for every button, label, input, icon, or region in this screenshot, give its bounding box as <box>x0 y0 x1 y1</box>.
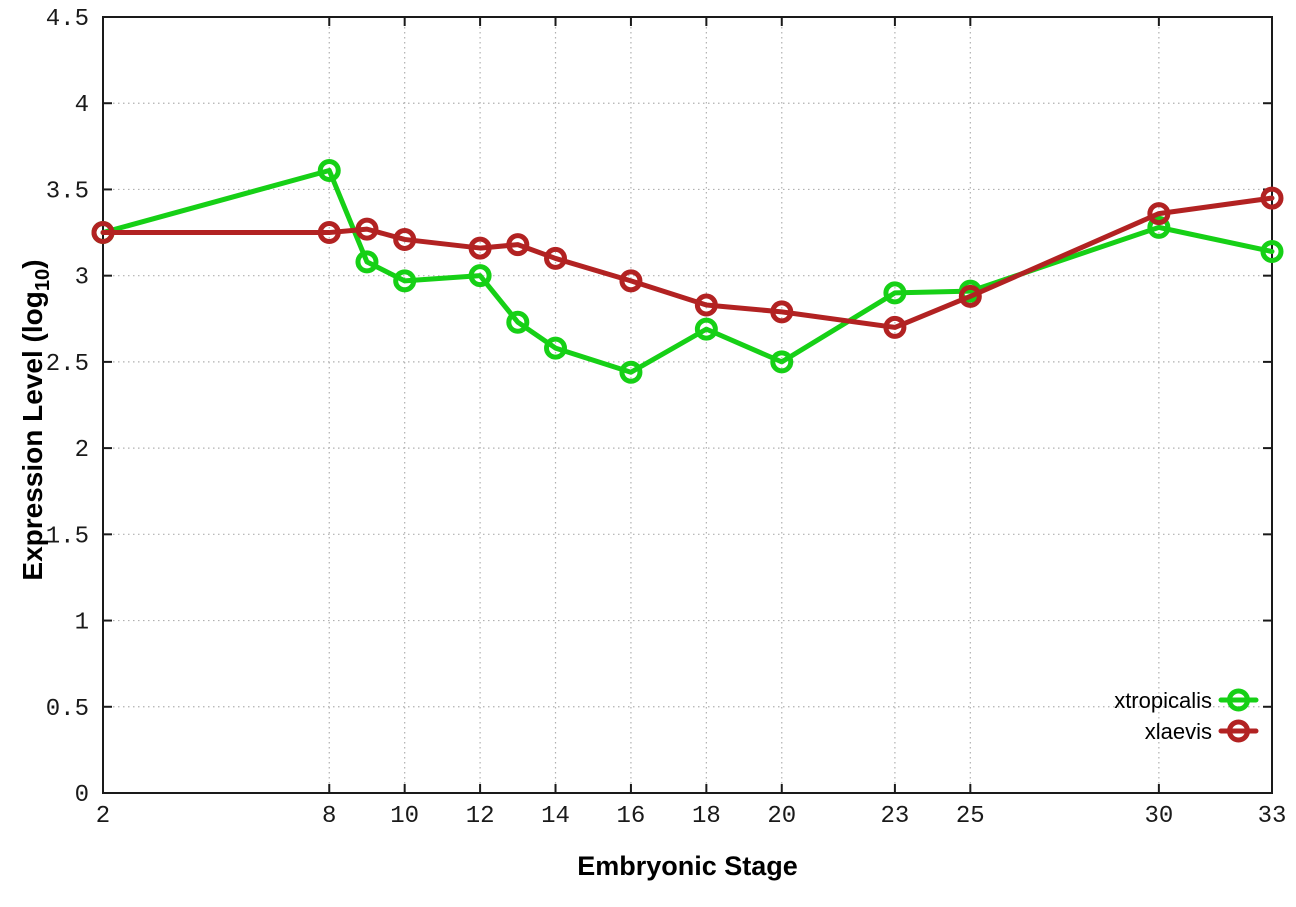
legend: xtropicalis xlaevis <box>1114 688 1259 744</box>
data-point-xtropicalis-stage-23 <box>883 281 907 305</box>
series-line-xlaevis <box>100 195 1275 330</box>
x-tick-label-33: 33 <box>1258 803 1287 830</box>
data-point-xtropicalis-stage-16 <box>619 360 643 384</box>
data-point-xlaevis-stage-12 <box>468 236 492 260</box>
data-point-xlaevis-stage-16 <box>619 269 643 293</box>
tick-labels: 2 8 10 12 14 16 18 20 23 25 30 33 0 0.5 1 1.5 2 2.5 3 3.5 4 4… <box>46 6 1287 830</box>
legend-marker-xtropicalis <box>1227 688 1250 712</box>
data-point-xtropicalis-stage-18 <box>694 317 718 341</box>
data-point-xtropicalis-stage-14 <box>544 336 568 360</box>
x-tick-label-18: 18 <box>692 803 721 830</box>
y-axis-title-end: ) <box>17 259 49 269</box>
data-point-xtropicalis-stage-8 <box>317 158 341 182</box>
y-tick-label-0: 0 <box>75 782 89 809</box>
x-tick-label-14: 14 <box>541 803 570 830</box>
y-tick-label-2: 2 <box>75 437 89 464</box>
y-tick-label-2.5: 2.5 <box>46 351 89 378</box>
series-line-xtropicalis <box>100 167 1275 375</box>
y-tick-label-4.5: 4.5 <box>46 6 89 33</box>
legend-item-xtropicalis: xtropicalis <box>1114 688 1259 713</box>
data-point-xlaevis-stage-8 <box>317 221 341 245</box>
y-tick-label-3.5: 3.5 <box>46 178 89 205</box>
x-tick-label-12: 12 <box>466 803 495 830</box>
x-tick-label-25: 25 <box>956 803 985 830</box>
data-point-xlaevis-stage-9 <box>355 217 379 241</box>
x-tick-label-30: 30 <box>1144 803 1173 830</box>
data-point-xlaevis-stage-10 <box>393 227 417 251</box>
axis-ticks <box>102 16 1273 794</box>
data-point-xtropicalis-stage-33 <box>1260 240 1284 264</box>
plot-border-box <box>102 16 1273 794</box>
data-point-xlaevis-stage-20 <box>770 300 794 324</box>
y-tick-label-1.5: 1.5 <box>46 523 89 550</box>
data-point-xlaevis-stage-13 <box>506 233 530 257</box>
data-point-xlaevis-stage-14 <box>544 246 568 270</box>
y-tick-label-1: 1 <box>75 610 89 637</box>
x-tick-label-8: 8 <box>322 803 336 830</box>
legend-item-xlaevis: xlaevis <box>1145 719 1259 744</box>
y-tick-label-4: 4 <box>75 92 89 119</box>
x-tick-label-16: 16 <box>617 803 646 830</box>
y-tick-label-0.5: 0.5 <box>46 696 89 723</box>
data-series <box>91 158 1284 384</box>
data-point-xtropicalis-stage-30 <box>1147 215 1171 239</box>
legend-marker-xlaevis <box>1227 719 1250 743</box>
y-axis-title-subscript: 10 <box>31 268 54 292</box>
x-tick-label-20: 20 <box>767 803 796 830</box>
gridlines <box>103 17 1272 793</box>
y-axis-title: Expression Level (log10) <box>17 259 55 580</box>
data-point-xtropicalis-stage-12 <box>468 264 492 288</box>
legend-label-xlaevis: xlaevis <box>1145 719 1212 744</box>
data-point-xtropicalis-stage-13 <box>506 310 530 334</box>
data-point-xlaevis-stage-33 <box>1260 186 1284 210</box>
data-point-xtropicalis-stage-9 <box>355 250 379 274</box>
x-tick-label-23: 23 <box>880 803 909 830</box>
data-point-xtropicalis-stage-20 <box>770 350 794 374</box>
data-point-xlaevis-stage-30 <box>1147 202 1171 226</box>
data-point-xlaevis-stage-25 <box>958 284 982 308</box>
plot-border <box>102 16 1273 794</box>
data-point-xlaevis-stage-23 <box>883 315 907 339</box>
x-axis-title: Embryonic Stage <box>577 851 798 881</box>
y-axis-title-main: Expression Level (log <box>17 291 49 581</box>
x-tick-label-10: 10 <box>390 803 419 830</box>
data-point-xlaevis-stage-18 <box>694 293 718 317</box>
data-point-xlaevis-stage-2 <box>91 221 115 245</box>
x-tick-label-2: 2 <box>96 803 110 830</box>
legend-label-xtropicalis: xtropicalis <box>1114 688 1212 713</box>
data-point-xtropicalis-stage-10 <box>393 269 417 293</box>
y-tick-label-3: 3 <box>75 265 89 292</box>
